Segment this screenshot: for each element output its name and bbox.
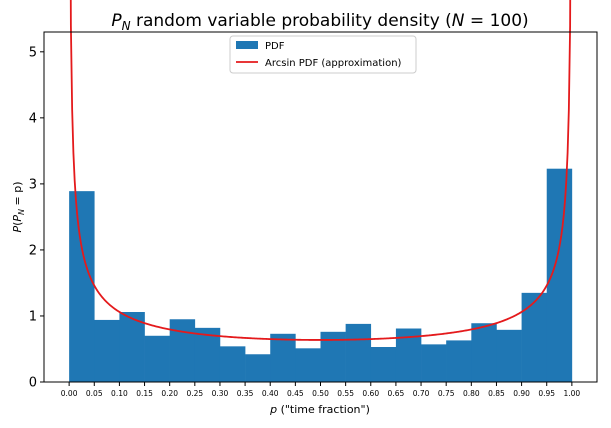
- x-tick-label: 0.70: [413, 389, 430, 398]
- x-tick-label: 0.35: [237, 389, 254, 398]
- histogram-bar: [119, 312, 145, 382]
- histogram-bar: [69, 191, 95, 382]
- histogram-bar: [144, 335, 170, 382]
- histogram-bar: [94, 319, 120, 382]
- x-tick-label: 0.90: [513, 389, 530, 398]
- histogram-bars: [69, 168, 573, 382]
- y-tick-label: 1: [29, 309, 37, 324]
- legend-box: [229, 35, 417, 74]
- legend-label-pdf: PDF: [265, 41, 285, 52]
- title-n: N: [452, 11, 465, 31]
- y-tick-label: 2: [29, 243, 37, 258]
- histogram-bar: [471, 323, 497, 382]
- ylabel-rest: = p): [11, 181, 24, 208]
- ylabel-sub: N: [17, 209, 26, 215]
- x-tick-label: 0.15: [136, 389, 153, 398]
- x-tick-label: 0.80: [463, 389, 480, 398]
- x-tick-label: 0.45: [287, 389, 304, 398]
- title-eq: = 100): [465, 11, 529, 31]
- x-tick-label: 0.50: [312, 389, 329, 398]
- histogram-bar: [270, 333, 296, 382]
- x-tick-label: 0.00: [61, 389, 78, 398]
- x-tick-label: 0.30: [212, 389, 229, 398]
- y-tick-label: 0: [29, 376, 37, 391]
- y-tick-label: 5: [29, 45, 37, 60]
- title-sub: N: [122, 19, 131, 33]
- histogram-bar: [295, 348, 321, 382]
- y-tick-label: 4: [29, 111, 37, 126]
- x-tick-label: 0.05: [86, 389, 103, 398]
- histogram-bar: [169, 319, 196, 382]
- histogram-bar: [345, 323, 372, 382]
- title-rest: random variable probability density (: [131, 11, 452, 31]
- histogram-bar: [521, 292, 548, 382]
- x-tick-label: 0.10: [111, 389, 128, 398]
- arcsin-curve: [69, 0, 572, 341]
- xlabel-rest: ("time fraction"): [277, 403, 370, 416]
- xlabel-var: p: [269, 403, 277, 416]
- histogram-bar: [370, 347, 397, 382]
- x-tick-label: 0.40: [262, 389, 279, 398]
- x-tick-label: 0.75: [438, 389, 455, 398]
- legend-label-arcsin: Arcsin PDF (approximation): [265, 58, 402, 69]
- x-tick-label: 0.25: [186, 389, 203, 398]
- ylabel-p: P: [11, 226, 24, 233]
- ylabel-var: P: [11, 215, 24, 222]
- x-tick-label: 0.55: [337, 389, 354, 398]
- legend-swatch-pdf: [236, 41, 258, 49]
- x-tick-label: 0.65: [388, 389, 405, 398]
- x-axis-label: p ("time fraction"): [269, 403, 370, 416]
- legend: PDF Arcsin PDF (approximation): [229, 35, 417, 74]
- y-tick-label: 3: [29, 177, 37, 192]
- histogram-bar: [194, 327, 221, 382]
- histogram-bar: [245, 354, 271, 382]
- x-tick-label: 0.20: [161, 389, 178, 398]
- x-tick-label: 0.95: [538, 389, 555, 398]
- y-axis-ticks: 0 1 2 3 4 5: [29, 45, 44, 391]
- title-main: P: [111, 11, 122, 31]
- x-tick-label: 1.00: [564, 389, 581, 398]
- x-tick-label: 0.60: [362, 389, 379, 398]
- chart-title: PN random variable probability density (…: [111, 11, 528, 33]
- histogram-bar: [421, 344, 447, 382]
- histogram-bar: [219, 346, 246, 382]
- x-axis-ticks: 0.00 0.05 0.10 0.15 0.20 0.25 0.30 0.35 0.40 0.45…: [61, 382, 581, 398]
- x-tick-label: 0.85: [488, 389, 505, 398]
- y-axis-label: P(PN = p): [11, 181, 26, 232]
- histogram-bar: [446, 340, 472, 382]
- histogram-bar: [496, 329, 522, 382]
- ylabel-open: (: [11, 222, 24, 226]
